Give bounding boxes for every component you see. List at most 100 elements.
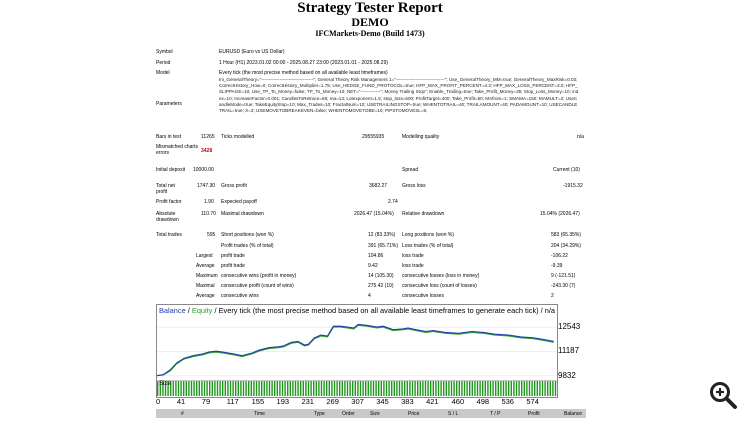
size-bar: [276, 381, 278, 396]
size-bar: [534, 381, 536, 396]
size-bar: [411, 381, 414, 396]
x-tick-label: 269: [326, 397, 339, 406]
size-bar: [474, 381, 476, 396]
size-bar: [240, 381, 242, 396]
size-bar: [318, 381, 320, 396]
trade-label: loss trade: [402, 263, 424, 269]
stat-label: Modelling quality: [402, 134, 440, 140]
summary-value: Every tick (the most precise method base…: [219, 70, 388, 76]
size-bar: [172, 381, 174, 396]
stat-value: 110.70: [201, 211, 216, 217]
size-bar: [523, 381, 525, 396]
size-bar: [419, 381, 421, 396]
size-bar: [430, 381, 432, 396]
stat-label: Expected payoff: [221, 199, 257, 205]
stat-label: Ticks modelled: [221, 134, 255, 140]
size-bar: [505, 381, 507, 396]
size-bar: [323, 381, 325, 396]
size-bar: [222, 381, 224, 396]
size-bar: [216, 381, 219, 396]
size-bar: [414, 381, 416, 396]
zoom-in-icon[interactable]: [708, 380, 738, 410]
trade-label: consecutive wins: [221, 293, 259, 299]
size-bar: [453, 381, 455, 396]
size-bar: [544, 381, 546, 396]
size-bar: [274, 381, 276, 396]
size-bar: [294, 381, 297, 396]
stat-label: Total net profit: [156, 183, 175, 195]
size-bar: [510, 381, 512, 396]
trade-label: Long positions (won %): [402, 232, 454, 238]
size-bar: [521, 381, 523, 396]
trade-label: consecutive profit (count of wins): [221, 283, 294, 289]
x-tick-label: 155: [251, 397, 265, 406]
size-bar: [497, 381, 499, 396]
size-bar: [157, 381, 159, 396]
stat-value: 2026.47 (15.04%): [354, 211, 394, 217]
table-header-cell: Order: [342, 411, 355, 417]
table-header-cell: S / L: [448, 411, 459, 417]
size-bar: [320, 381, 323, 396]
size-bar: [427, 381, 429, 396]
size-bar: [445, 381, 447, 396]
size-bar: [424, 381, 427, 396]
trade-label: profit trade: [221, 253, 245, 259]
size-bar: [541, 381, 544, 396]
size-bar: [209, 381, 211, 396]
size-bar: [201, 381, 203, 396]
trade-value: 12 (83.33%): [368, 232, 396, 238]
size-bar: [268, 381, 271, 396]
summary-label: Model: [156, 70, 170, 76]
trade-value: 391 (65.71%): [368, 243, 399, 249]
trade-value: 275.42 (10): [368, 283, 394, 289]
x-tick-label: 0: [156, 397, 161, 406]
report-title: Strategy Tester Report: [297, 0, 443, 16]
size-bar: [313, 381, 315, 396]
trade-value: 9.42: [368, 263, 378, 269]
size-bar: [354, 381, 356, 396]
size-bar: [331, 381, 333, 396]
size-bar: [409, 381, 411, 396]
trade-label: profit trade: [221, 263, 245, 269]
chart-svg: [157, 323, 557, 396]
trade-value: 2: [551, 293, 554, 299]
stat-label: Gross profit: [221, 183, 247, 189]
x-tick-label: 231: [301, 397, 314, 406]
size-bar: [177, 381, 180, 396]
size-bar: [287, 381, 289, 396]
size-bar: [435, 381, 437, 396]
trades-table-header: # Time Type Order Size Price S / L T / P Profit B…: [156, 409, 586, 418]
size-bar: [307, 381, 310, 396]
size-bar: [422, 381, 424, 396]
size-bar: [315, 381, 317, 396]
x-tick-label: 421: [426, 397, 439, 406]
x-tick-label: 345: [376, 397, 389, 406]
stat-label: Profit factor: [156, 199, 182, 205]
size-bar: [339, 381, 341, 396]
size-bar: [211, 381, 213, 396]
size-bar: [549, 381, 551, 396]
trade-value: 14 (105.30): [368, 273, 394, 279]
size-bar: [180, 381, 182, 396]
trade-value: -243.30 (7): [551, 283, 576, 289]
size-label: Size: [159, 381, 171, 387]
x-tick-label: 536: [501, 397, 514, 406]
size-bar: [417, 381, 419, 396]
size-bar: [388, 381, 390, 396]
x-tick-label: 383: [401, 397, 414, 406]
trade-label: consecutive losses (loss in money): [402, 273, 480, 279]
stat-value: 3682.27: [369, 183, 388, 189]
size-bar: [396, 381, 398, 396]
size-bar: [300, 381, 302, 396]
size-bar: [443, 381, 445, 396]
stat-value: 1.90: [204, 199, 214, 205]
size-bar: [458, 381, 460, 396]
trade-value: -106.22: [551, 253, 568, 259]
size-bar: [183, 381, 185, 396]
size-bar: [297, 381, 299, 396]
size-bar: [164, 381, 167, 396]
y-tick-label: 11187: [558, 346, 580, 356]
stat-label: Current (10): [553, 167, 580, 173]
size-bar: [248, 381, 250, 396]
